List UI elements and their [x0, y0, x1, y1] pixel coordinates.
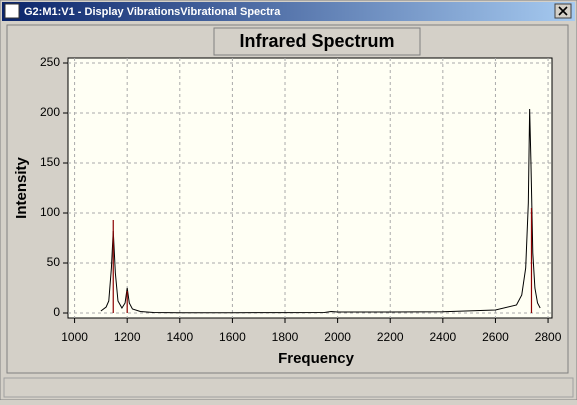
x-tick-label: 2600 [482, 330, 509, 344]
y-tick-label: 50 [47, 255, 61, 269]
plot-area [67, 57, 553, 319]
x-tick-label: 2000 [324, 330, 351, 344]
window-title: G2:M1:V1 - Display VibrationsVibrational… [24, 6, 281, 18]
status-bar [3, 377, 574, 398]
y-tick-label: 100 [40, 205, 60, 219]
spectrum-line [100, 108, 541, 314]
x-tick-label: 2800 [535, 330, 562, 344]
title-bar [2, 2, 575, 21]
y-axis-label: Intensity [13, 157, 30, 219]
title-box [213, 27, 421, 56]
x-tick-label: 2200 [377, 330, 404, 344]
x-axis-label: Frequency [278, 350, 355, 367]
x-tick-label: 1400 [166, 330, 193, 344]
close-button[interactable] [554, 3, 572, 19]
y-tick-label: 200 [40, 105, 60, 119]
x-tick-label: 1200 [114, 330, 141, 344]
chart-title: Infrared Spectrum [239, 31, 394, 51]
x-tick-label: 2400 [429, 330, 456, 344]
y-tick-label: 250 [40, 55, 60, 69]
x-tick-label: 1600 [219, 330, 246, 344]
y-tick-label: 0 [53, 305, 60, 319]
x-tick-label: 1800 [272, 330, 299, 344]
app-icon [4, 3, 20, 19]
x-tick-label: 1000 [61, 330, 88, 344]
y-tick-label: 150 [40, 155, 60, 169]
